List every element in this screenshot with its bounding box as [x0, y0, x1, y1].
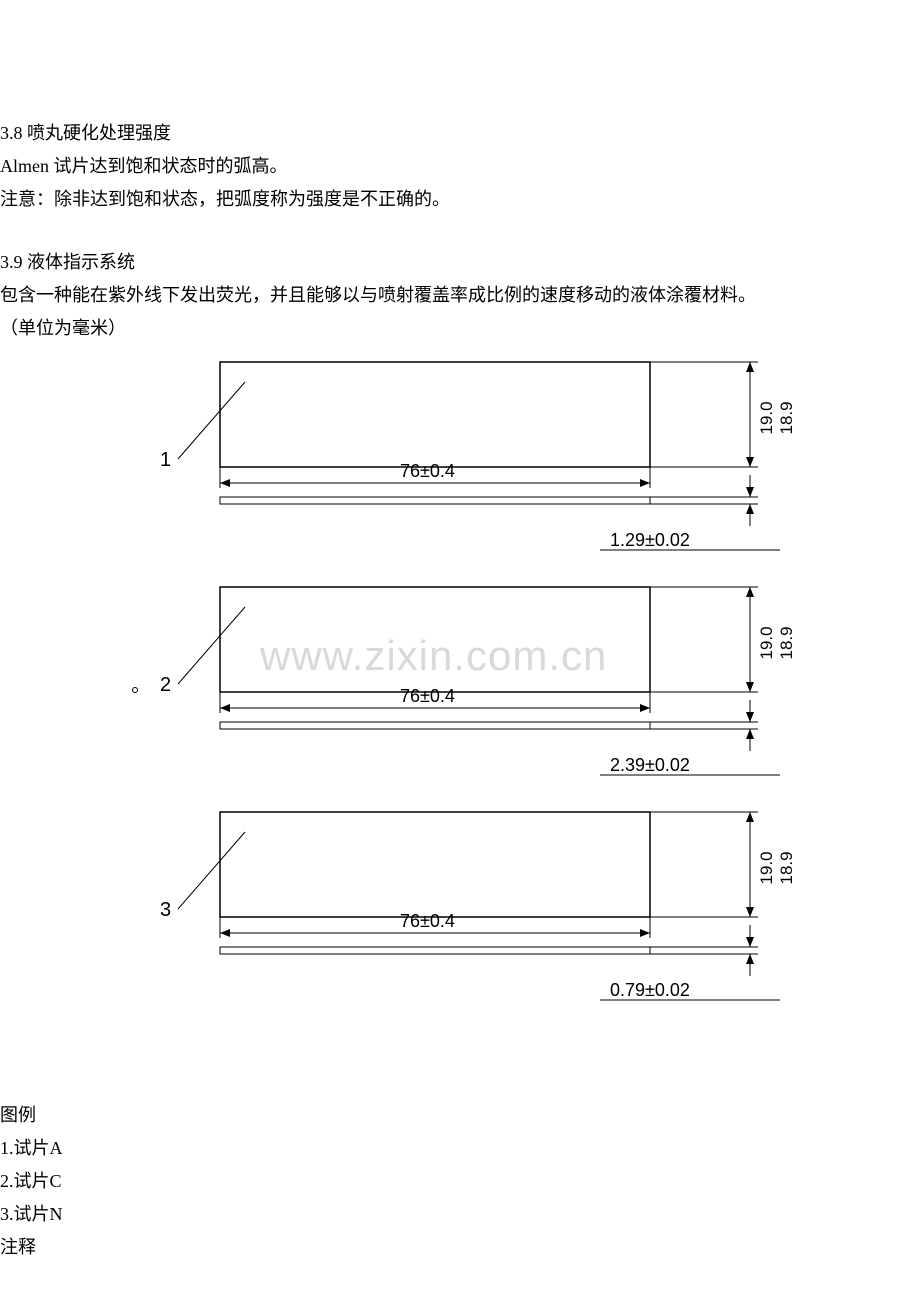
- svg-text:76±0.4: 76±0.4: [400, 461, 455, 481]
- legend-item-1: 1.试片A: [0, 1135, 920, 1162]
- legend-note: 注释: [0, 1234, 920, 1261]
- svg-text:2: 2: [160, 674, 171, 696]
- section-3-9-line1: 包含一种能在紫外线下发出荧光，并且能够以与喷射覆盖率成比例的速度移动的液体涂覆材…: [0, 282, 920, 309]
- svg-text:18.9: 18.9: [777, 401, 796, 434]
- section-3-8-heading: 3.8 喷丸硬化处理强度: [0, 120, 920, 147]
- svg-text:76±0.4: 76±0.4: [400, 911, 455, 931]
- section-3-8-line2: 注意：除非达到饱和状态，把弧度称为强度是不正确的。: [0, 186, 920, 213]
- svg-text:0.79±0.02: 0.79±0.02: [610, 980, 690, 1000]
- section-3-8-line1: Almen 试片达到饱和状态时的弧高。: [0, 153, 920, 180]
- unit-note: （单位为毫米）: [0, 315, 920, 342]
- svg-text:1.29±0.02: 1.29±0.02: [610, 530, 690, 550]
- legend-item-2: 2.试片C: [0, 1168, 920, 1195]
- svg-text:76±0.4: 76±0.4: [400, 686, 455, 706]
- legend-heading: 图例: [0, 1102, 920, 1129]
- svg-text:19.0: 19.0: [757, 401, 776, 434]
- svg-text:1: 1: [160, 449, 171, 471]
- svg-text:18.9: 18.9: [777, 626, 796, 659]
- legend-item-3: 3.试片N: [0, 1201, 920, 1228]
- svg-text:2.39±0.02: 2.39±0.02: [610, 755, 690, 775]
- svg-text:19.0: 19.0: [757, 851, 776, 884]
- almen-strip-diagram: www.zixin.com.cn 176±0.41.29±0.0219.018.…: [20, 352, 880, 1072]
- section-3-9-heading: 3.9 液体指示系统: [0, 249, 920, 276]
- svg-text:18.9: 18.9: [777, 851, 796, 884]
- diagram-svg: 176±0.41.29±0.0219.018.9276±0.42.39±0.02…: [20, 352, 880, 1072]
- svg-text:3: 3: [160, 899, 171, 921]
- svg-text:19.0: 19.0: [757, 626, 776, 659]
